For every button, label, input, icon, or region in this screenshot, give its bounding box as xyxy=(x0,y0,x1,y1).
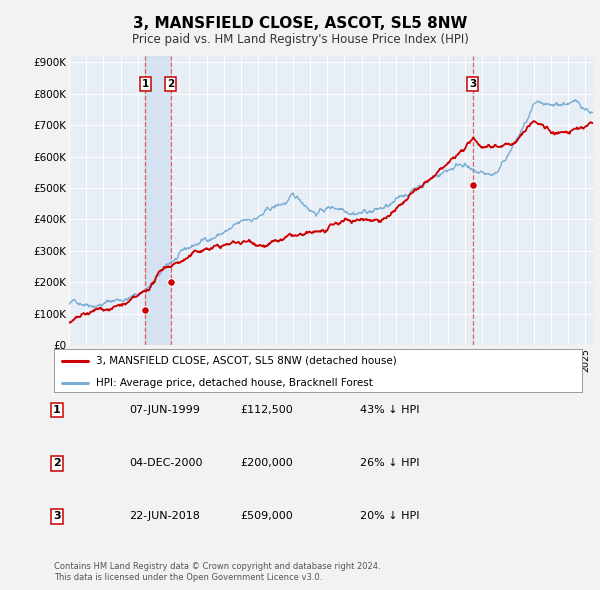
Text: This data is licensed under the Open Government Licence v3.0.: This data is licensed under the Open Gov… xyxy=(54,572,322,582)
Text: £112,500: £112,500 xyxy=(240,405,293,415)
Text: Price paid vs. HM Land Registry's House Price Index (HPI): Price paid vs. HM Land Registry's House … xyxy=(131,33,469,46)
Text: 3: 3 xyxy=(53,512,61,521)
Text: 22-JUN-2018: 22-JUN-2018 xyxy=(129,512,200,521)
Text: Contains HM Land Registry data © Crown copyright and database right 2024.: Contains HM Land Registry data © Crown c… xyxy=(54,562,380,571)
Text: £200,000: £200,000 xyxy=(240,458,293,468)
Text: 2: 2 xyxy=(167,79,175,89)
Text: 3, MANSFIELD CLOSE, ASCOT, SL5 8NW: 3, MANSFIELD CLOSE, ASCOT, SL5 8NW xyxy=(133,16,467,31)
Text: £509,000: £509,000 xyxy=(240,512,293,521)
Text: 20% ↓ HPI: 20% ↓ HPI xyxy=(360,512,419,521)
Text: 3: 3 xyxy=(469,79,476,89)
Text: 07-JUN-1999: 07-JUN-1999 xyxy=(129,405,200,415)
Text: 3, MANSFIELD CLOSE, ASCOT, SL5 8NW (detached house): 3, MANSFIELD CLOSE, ASCOT, SL5 8NW (deta… xyxy=(96,356,397,366)
Text: 1: 1 xyxy=(142,79,149,89)
Text: 04-DEC-2000: 04-DEC-2000 xyxy=(129,458,203,468)
Text: HPI: Average price, detached house, Bracknell Forest: HPI: Average price, detached house, Brac… xyxy=(96,378,373,388)
Text: 2: 2 xyxy=(53,458,61,468)
Text: 26% ↓ HPI: 26% ↓ HPI xyxy=(360,458,419,468)
Text: 43% ↓ HPI: 43% ↓ HPI xyxy=(360,405,419,415)
Bar xyxy=(145,56,171,345)
Text: 1: 1 xyxy=(53,405,61,415)
